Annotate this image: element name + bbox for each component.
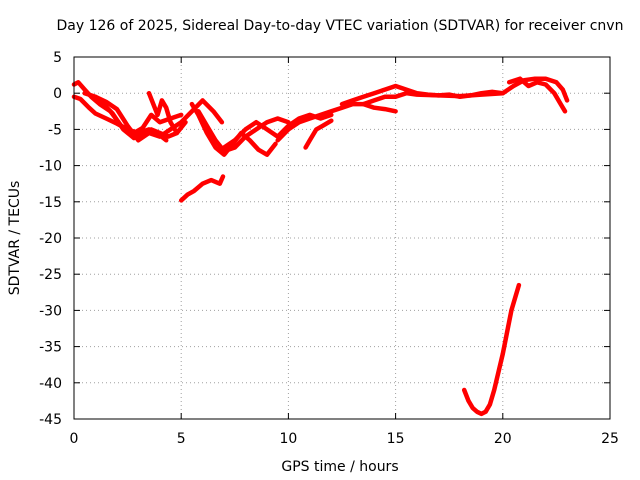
y-tick-label: -10: [39, 159, 62, 175]
series-line-low-arc: [178, 174, 226, 203]
x-tick-label: 20: [494, 431, 512, 447]
series-line-early-arc-d: [93, 94, 180, 141]
series-line-early-arc-c: [82, 90, 225, 143]
y-tick-label: -5: [48, 122, 62, 138]
y-tick-label: -40: [39, 376, 62, 392]
x-tick-label: 15: [387, 431, 405, 447]
series-line-day-arc-b: [361, 90, 506, 107]
y-tick-label: 5: [53, 50, 62, 66]
y-tick-label: -30: [39, 303, 62, 319]
y-tick-label: -20: [39, 231, 62, 247]
x-tick-label: 25: [601, 431, 619, 447]
y-tick-label: -45: [39, 412, 62, 428]
series-group: [71, 76, 570, 417]
y-axis-label: SDTVAR / TECUs: [7, 181, 23, 296]
y-tick-label: -35: [39, 340, 62, 356]
series-line-day-arc-c: [506, 76, 568, 114]
series-line-mid-arc-c: [275, 101, 398, 143]
y-tick-label: -15: [39, 195, 62, 211]
y-tick-label: -25: [39, 267, 62, 283]
x-axis-label: GPS time / hours: [281, 459, 398, 475]
grid: [74, 57, 610, 419]
y-tick-label: 0: [53, 86, 62, 102]
x-tick-label: 10: [279, 431, 297, 447]
x-tick-label: 0: [70, 431, 79, 447]
series-line-early-arc-e: [146, 90, 188, 136]
x-axis-ticks: 0 5 10 15 20 25: [70, 57, 619, 447]
series-line-dip-arc: [461, 282, 522, 417]
series-line-mid-arc-a: [196, 109, 291, 154]
chart-title: Day 126 of 2025, Sidereal Day-to-day VTE…: [57, 18, 624, 34]
y-axis-ticks: 5 0 -5 -10 -15 -20 -25 -30 -35 -40 -45: [39, 50, 610, 428]
series-line-mid-arc-d: [303, 118, 334, 150]
x-tick-label: 5: [177, 431, 186, 447]
